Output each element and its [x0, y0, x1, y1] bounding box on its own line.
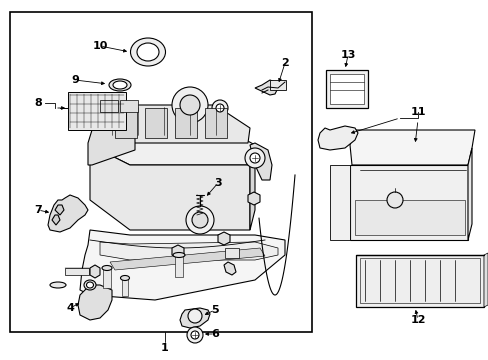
Circle shape: [185, 206, 214, 234]
Circle shape: [386, 192, 402, 208]
Polygon shape: [90, 265, 100, 278]
Polygon shape: [48, 195, 88, 232]
Ellipse shape: [84, 280, 96, 290]
Polygon shape: [172, 245, 183, 258]
Polygon shape: [349, 165, 467, 240]
Bar: [329, 74, 363, 104]
Polygon shape: [483, 253, 487, 307]
Text: 6: 6: [211, 329, 219, 339]
Ellipse shape: [130, 38, 165, 66]
Bar: [175, 255, 183, 277]
Ellipse shape: [102, 266, 112, 270]
Bar: [269, 80, 285, 90]
Text: 3: 3: [214, 178, 222, 188]
Bar: [100, 100, 118, 112]
Text: 5: 5: [211, 305, 218, 315]
Bar: [359, 258, 479, 303]
Polygon shape: [100, 242, 278, 260]
Circle shape: [187, 309, 202, 323]
Text: 12: 12: [409, 315, 425, 325]
Circle shape: [186, 327, 203, 343]
Circle shape: [212, 100, 227, 116]
Text: 8: 8: [34, 98, 42, 108]
Polygon shape: [467, 148, 471, 240]
Polygon shape: [349, 130, 474, 165]
Polygon shape: [80, 230, 285, 300]
Polygon shape: [247, 192, 260, 205]
Text: 13: 13: [340, 50, 355, 60]
Bar: [120, 100, 138, 112]
Circle shape: [249, 153, 260, 163]
Circle shape: [180, 95, 200, 115]
Ellipse shape: [113, 81, 127, 89]
Ellipse shape: [109, 79, 131, 91]
Polygon shape: [224, 262, 236, 275]
Bar: [325, 70, 367, 108]
Bar: [354, 200, 464, 235]
Bar: [68, 92, 126, 130]
Polygon shape: [110, 248, 264, 270]
Polygon shape: [317, 126, 357, 150]
Bar: [115, 108, 137, 138]
Text: 2: 2: [281, 58, 288, 68]
Bar: [65, 268, 89, 275]
Ellipse shape: [50, 282, 66, 288]
Circle shape: [191, 331, 199, 339]
Polygon shape: [180, 308, 209, 328]
Polygon shape: [100, 105, 249, 143]
Polygon shape: [249, 143, 271, 180]
Text: 11: 11: [409, 107, 425, 117]
Polygon shape: [90, 120, 254, 165]
Bar: [224, 248, 239, 258]
Polygon shape: [88, 130, 135, 165]
Polygon shape: [52, 215, 60, 225]
Bar: [122, 278, 128, 296]
Text: 4: 4: [66, 303, 74, 313]
Polygon shape: [249, 145, 254, 230]
Bar: [175, 108, 197, 138]
Bar: [329, 165, 349, 240]
Text: 7: 7: [34, 205, 42, 215]
Circle shape: [216, 104, 224, 112]
Ellipse shape: [137, 43, 159, 61]
Polygon shape: [254, 80, 278, 95]
Ellipse shape: [120, 275, 129, 280]
Bar: [355, 255, 483, 307]
Polygon shape: [218, 232, 229, 245]
Polygon shape: [55, 205, 64, 215]
Bar: [204, 108, 226, 138]
Bar: [10, 12, 311, 332]
Text: 1: 1: [161, 343, 168, 353]
Text: 9: 9: [71, 75, 79, 85]
Bar: [103, 268, 111, 288]
Bar: [145, 108, 167, 138]
Polygon shape: [90, 145, 249, 230]
Circle shape: [244, 148, 264, 168]
Polygon shape: [78, 285, 112, 320]
Circle shape: [172, 87, 207, 123]
Ellipse shape: [86, 282, 93, 288]
Circle shape: [192, 212, 207, 228]
Ellipse shape: [173, 252, 184, 257]
Text: 10: 10: [92, 41, 107, 51]
